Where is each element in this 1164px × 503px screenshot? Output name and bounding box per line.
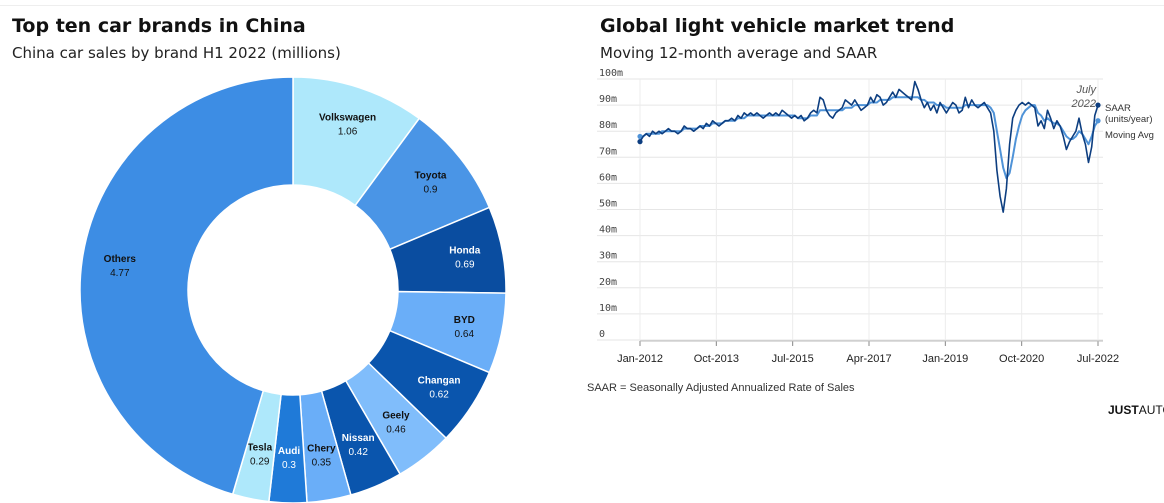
slice-value-others: 4.77 (110, 268, 130, 279)
slice-label-byd: BYD (454, 315, 475, 326)
y-tick-label: 10m (599, 303, 617, 314)
line-chart-title: Global light vehicle market trend (600, 15, 955, 37)
x-tick-label: Jul-2015 (772, 353, 814, 365)
brands-donut-panel: Top ten car brands in China China car sa… (0, 0, 575, 503)
y-tick-label: 80m (599, 120, 617, 131)
just-auto-logo: JUSTAUTO (1108, 403, 1164, 417)
donut-chart: Volkswagen 1.06 Toyota 0.9 Honda 0.69 BYD 0.64 C… (79, 76, 507, 503)
y-tick-label: 30m (599, 251, 617, 262)
slice-label-changan: Changan (418, 375, 461, 386)
y-tick-label: 100m (599, 68, 623, 79)
x-tick-label: Jan-2012 (617, 353, 663, 365)
y-tick-label: 20m (599, 277, 617, 288)
slice-label-volkswagen: Volkswagen (319, 113, 376, 124)
slice-value-toyota: 0.9 (424, 185, 438, 196)
y-tick-label: 60m (599, 172, 617, 183)
line-chart: 0 10m 20m 30m 40m 50m 60m 70m 80m 90m 100m Jan-2012… (597, 68, 1154, 365)
x-tick-label: Jul-2022 (1077, 353, 1119, 365)
slice-value-chery: 0.35 (312, 458, 332, 469)
x-tick-label: Apr-2017 (846, 353, 891, 365)
y-tick-label: 90m (599, 94, 617, 105)
slice-label-geely: Geely (382, 410, 410, 421)
series-end-dot-saar (1095, 102, 1101, 108)
donut-slice-others (79, 76, 294, 496)
slice-value-tesla: 0.29 (250, 457, 270, 468)
slice-value-volkswagen: 1.06 (338, 127, 358, 138)
saar-footnote: SAAR = Seasonally Adjusted Annualized Ra… (587, 382, 855, 394)
donut-chart-title: Top ten car brands in China (12, 15, 306, 37)
y-tick-label: 50m (599, 199, 617, 210)
slice-label-chery: Chery (307, 444, 336, 455)
slice-value-byd: 0.64 (455, 329, 475, 340)
annotation-year: 2022 (1071, 98, 1096, 110)
slice-value-geely: 0.46 (386, 424, 406, 435)
slice-value-honda: 0.69 (455, 260, 475, 271)
x-tick-label: Jan-2019 (922, 353, 968, 365)
series-label-saar: SAAR (1105, 103, 1131, 114)
line-chart-subtitle: Moving 12-month average and SAAR (600, 44, 878, 62)
top-divider (0, 5, 1164, 6)
donut-chart-subtitle: China car sales by brand H1 2022 (millio… (12, 44, 341, 62)
market-trend-panel: Global light vehicle market trend Moving… (575, 0, 1164, 503)
series-line-saar (639, 80, 1099, 213)
y-tick-label: 0 (599, 329, 605, 340)
y-tick-label: 40m (599, 225, 617, 236)
y-tick-label: 70m (599, 146, 617, 157)
x-tick-label: Oct-2020 (999, 353, 1044, 365)
slice-label-nissan: Nissan (342, 433, 375, 444)
slice-value-audi: 0.3 (282, 460, 296, 471)
slice-value-nissan: 0.42 (348, 447, 368, 458)
series-start-dot-moving-avg (637, 133, 643, 140)
slice-label-toyota: Toyota (414, 171, 446, 182)
logo-bold-text: JUST (1108, 403, 1139, 417)
series-label-moving-avg: Moving Avg (1105, 130, 1154, 141)
slice-value-changan: 0.62 (429, 389, 449, 400)
series-label-saar: (units/year) (1105, 114, 1153, 125)
series-end-dot-moving-avg (1095, 118, 1101, 124)
x-tick-label: Oct-2013 (694, 353, 739, 365)
slice-label-tesla: Tesla (247, 443, 272, 454)
logo-light-text: AUTO (1138, 403, 1164, 417)
annotation-month: July (1075, 84, 1097, 96)
slice-label-audi: Audi (278, 446, 300, 457)
slice-label-others: Others (104, 254, 137, 265)
series-start-dot-saar (637, 139, 643, 145)
slice-label-honda: Honda (449, 246, 481, 257)
